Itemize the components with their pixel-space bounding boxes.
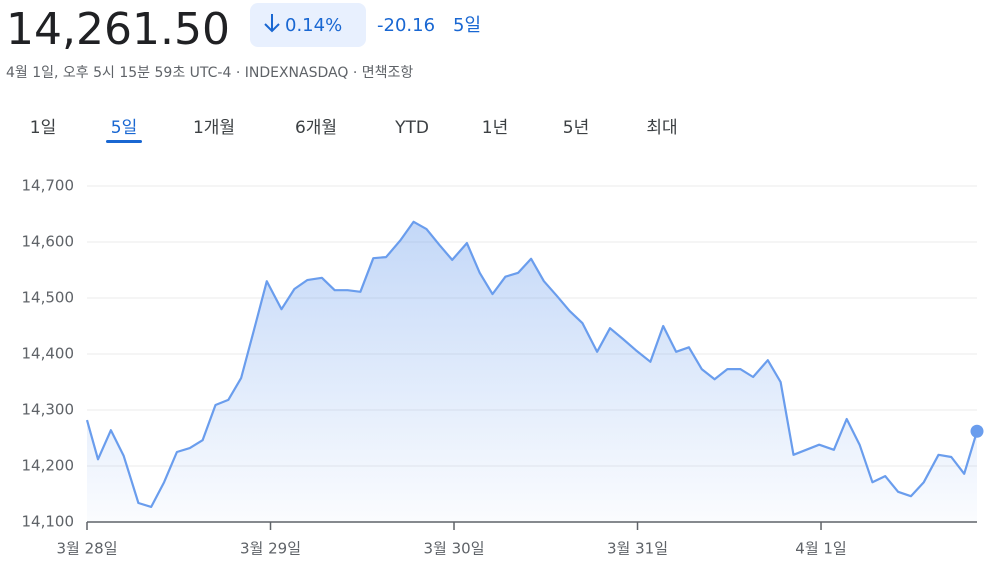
y-tick-label: 14,100 [22,513,75,531]
tab[interactable]: 1일 [30,118,56,138]
tab[interactable]: 6개월 [295,118,337,138]
tab[interactable]: 5년 [563,118,589,138]
y-tick-label: 14,200 [22,457,75,475]
tab[interactable]: 5일 [111,118,137,138]
period: 5일 [453,15,481,36]
price: 14,261.50 [6,4,230,55]
change: -20.16 [377,15,435,36]
tab[interactable]: 1년 [482,118,508,138]
subtitle: 4월 1일, 오후 5시 15분 59초 UTC-4 · INDEXNASDAQ… [6,65,413,81]
y-tick-label: 14,300 [22,401,75,419]
y-tick-label: 14,600 [22,233,75,251]
y-tick-label: 14,500 [22,289,75,307]
x-tick-label: 3월 28일 [57,540,118,558]
area [87,221,977,523]
x-tick-label: 3월 29일 [240,540,301,558]
y-tick-label: 14,700 [22,177,75,195]
x-tick-label: 4월 1일 [795,540,846,558]
tab[interactable]: 최대 [646,118,677,138]
chart: 14,100 14,200 14,300 14,400 14,500 14,600 14,7… [22,177,984,558]
change-percent: 0.14% [285,15,342,36]
last-point [970,424,984,438]
x-tick-label: 3월 30일 [424,540,485,558]
change-pill [250,3,366,47]
tab-underline [106,140,142,143]
down-arrow [264,14,280,33]
x-tick-label: 3월 31일 [607,540,668,558]
y-tick-label: 14,400 [22,345,75,363]
tabs: 1일 5일 1개월 6개월 YTD 1년 5년 최대 [30,118,678,143]
tab[interactable]: 1개월 [193,118,235,138]
tab[interactable]: YTD [394,118,429,138]
line [85,220,979,508]
